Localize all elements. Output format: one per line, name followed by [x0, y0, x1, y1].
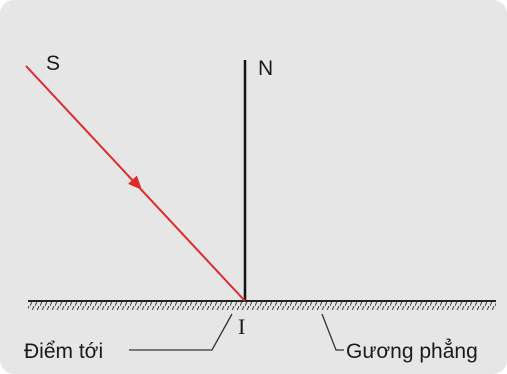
source-label: S	[46, 52, 60, 75]
incidence-point-label: I	[238, 314, 245, 339]
ray-direction-arrow	[128, 175, 142, 190]
mirror-hatching	[28, 301, 496, 310]
incidence-point-leader	[129, 313, 233, 351]
mirror-caption: Gương phẳng	[346, 339, 478, 363]
incidence-point-caption: Điểm tới	[24, 340, 103, 363]
plane-mirror	[28, 300, 496, 310]
normal-label: N	[258, 57, 273, 80]
mirror-leader	[321, 313, 344, 351]
